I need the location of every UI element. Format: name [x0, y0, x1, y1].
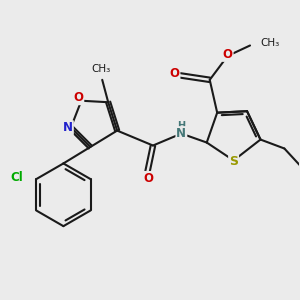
Text: S: S	[229, 155, 238, 168]
Text: O: O	[73, 91, 83, 104]
Text: N: N	[63, 121, 73, 134]
Text: Cl: Cl	[10, 171, 23, 184]
Text: O: O	[223, 48, 232, 61]
Text: O: O	[143, 172, 154, 185]
Text: CH₃: CH₃	[260, 38, 280, 47]
Text: N: N	[176, 127, 186, 140]
Text: H: H	[177, 121, 185, 131]
Text: CH₃: CH₃	[91, 64, 110, 74]
Text: O: O	[169, 68, 179, 80]
